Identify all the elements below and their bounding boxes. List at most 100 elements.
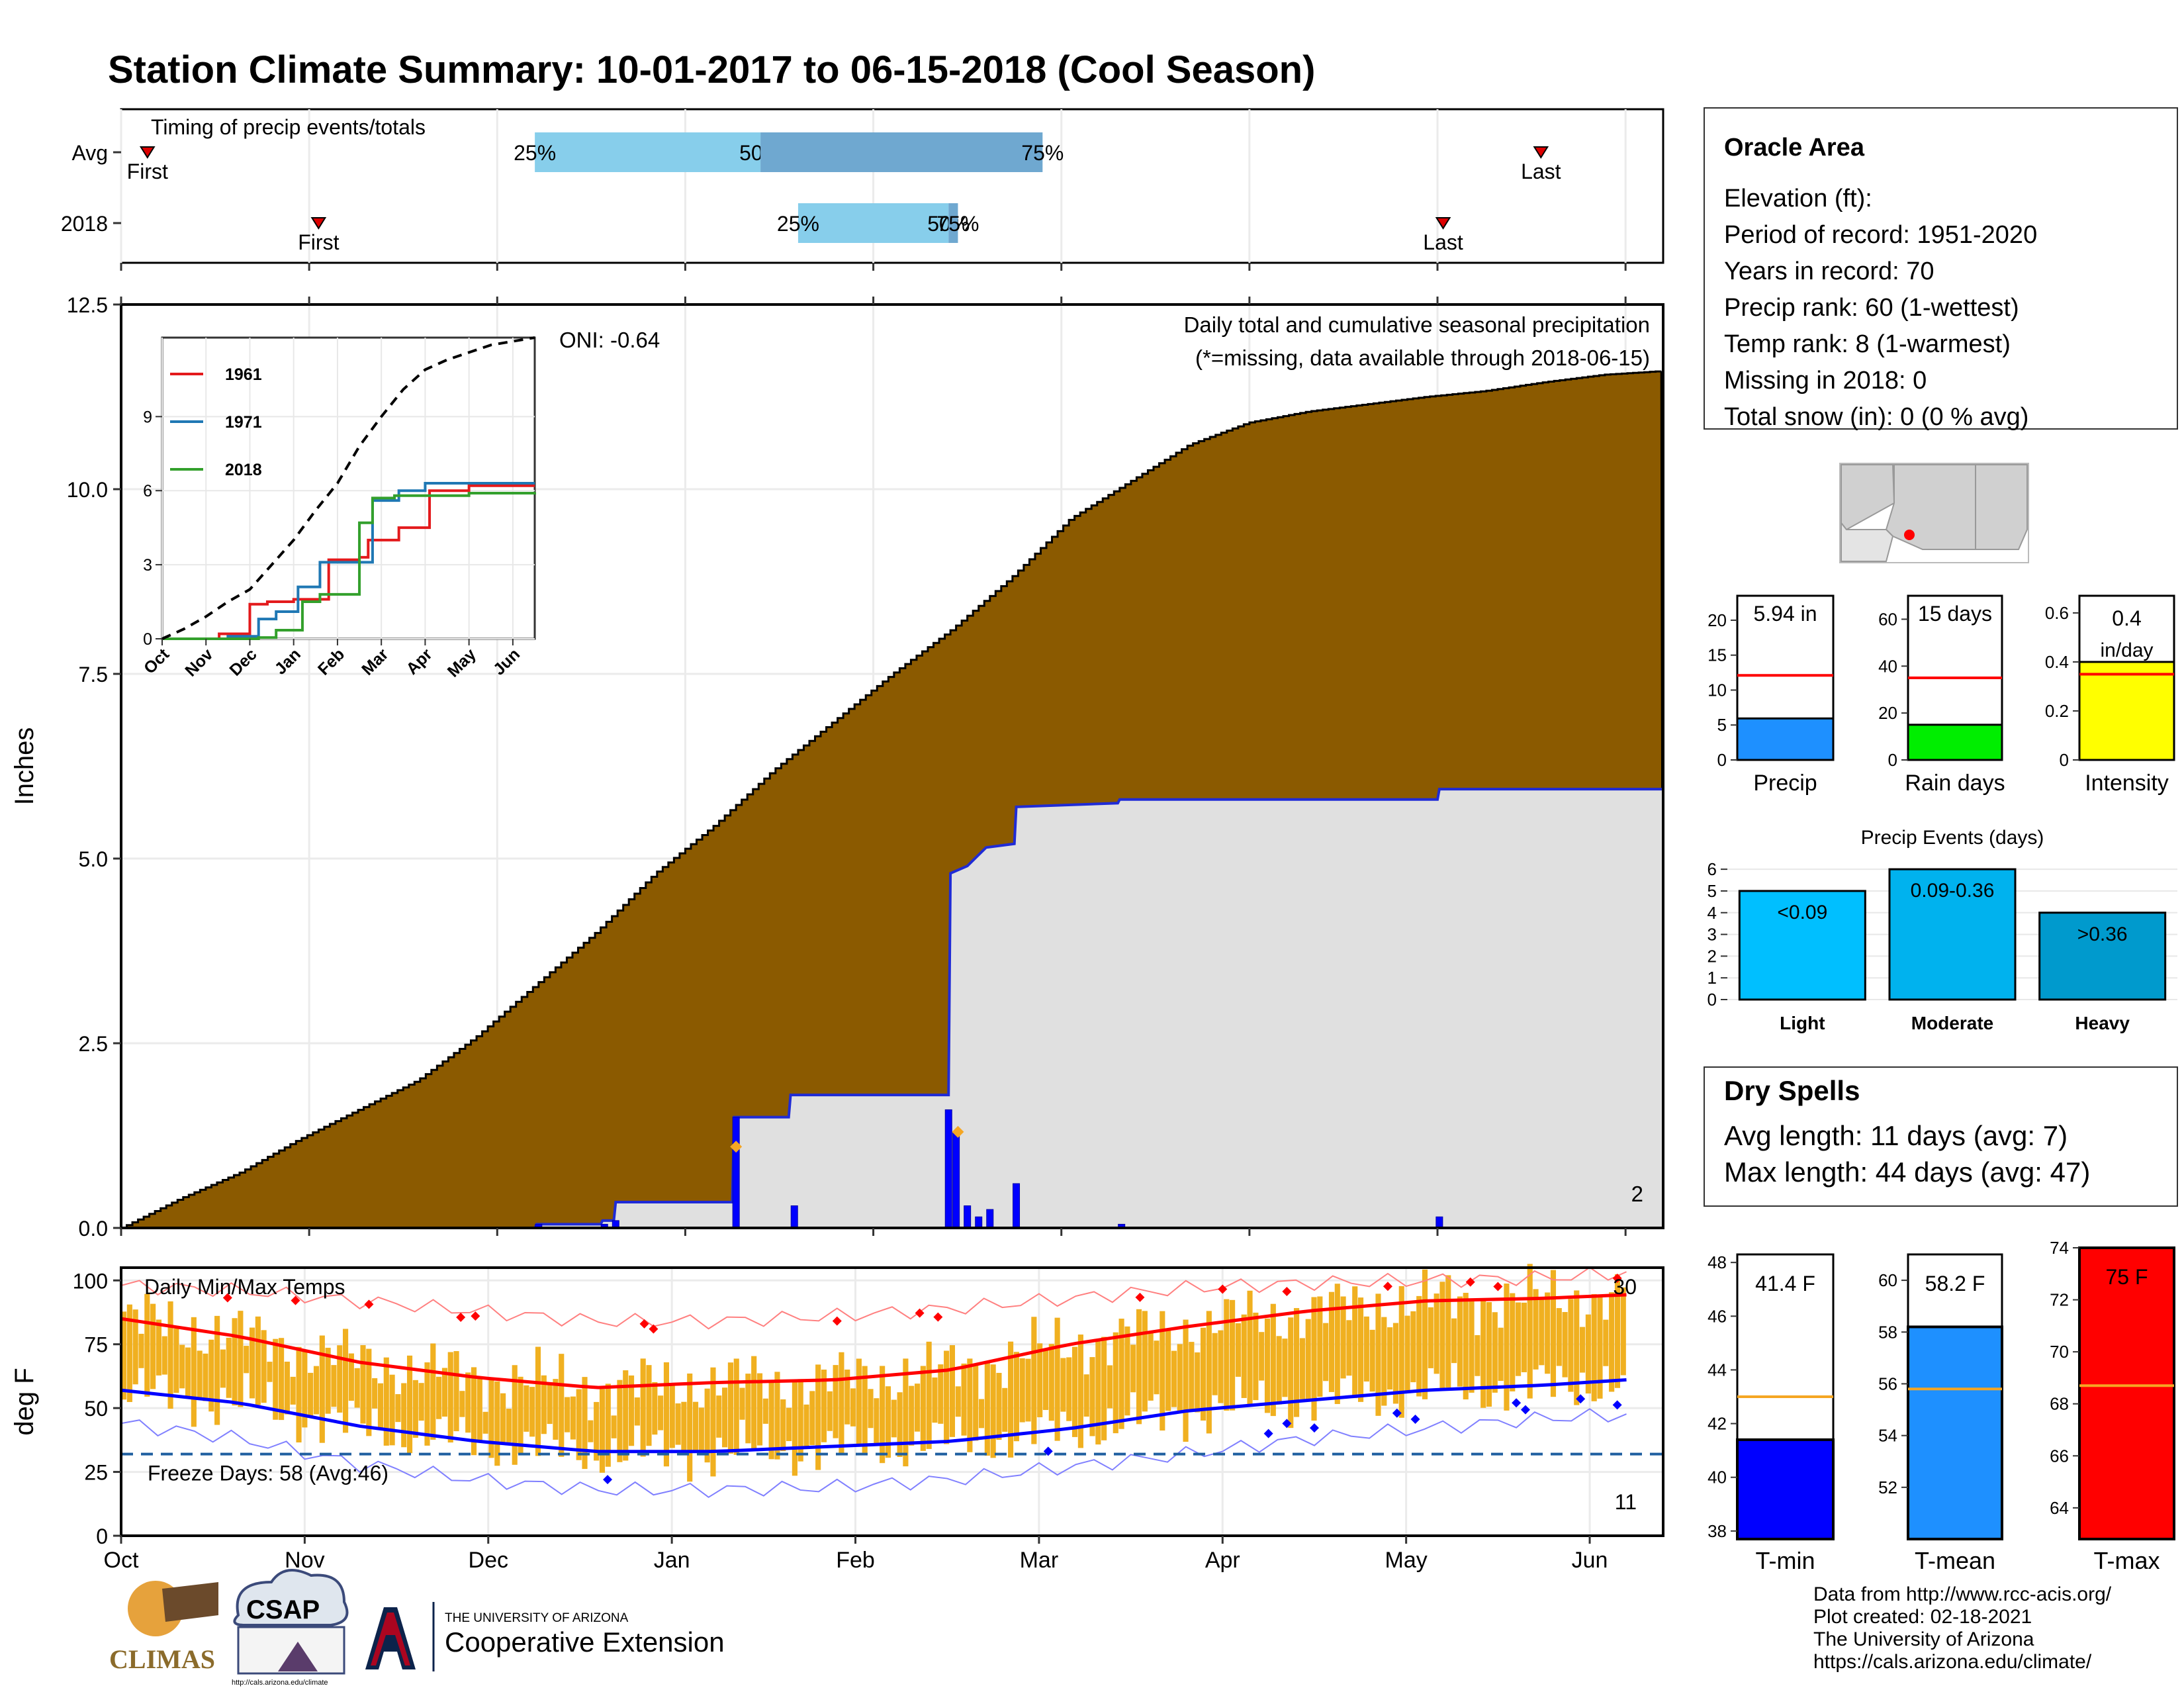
station-line: Total snow (in): 0 (0 % avg)	[1724, 403, 2028, 431]
daily-temp-bar	[1294, 1308, 1300, 1417]
temp-bar-tick: 40	[1707, 1468, 1727, 1487]
daily-temp-bar	[967, 1358, 973, 1452]
daily-temp-bar	[815, 1364, 821, 1470]
quartile-bar	[948, 203, 958, 243]
daily-temp-bar	[1392, 1323, 1399, 1404]
event-marker	[310, 217, 327, 230]
mini-bar-tick: 60	[1878, 609, 1897, 629]
mini-bar-tick: 0	[1888, 750, 1897, 770]
daily-temp-bar	[1148, 1331, 1154, 1401]
daily-temp-bar	[1089, 1357, 1095, 1436]
x-tick-label: May	[1385, 1548, 1428, 1573]
record-high-marker	[1218, 1284, 1228, 1294]
daily-temp-bar	[751, 1356, 757, 1450]
daily-temp-bar	[179, 1344, 185, 1389]
daily-temp-bar	[1095, 1340, 1101, 1445]
inset-series-line	[162, 482, 535, 640]
daily-temp-bar	[308, 1372, 314, 1418]
daily-precip-bar	[944, 1109, 952, 1229]
daily-temp-bar	[821, 1369, 827, 1442]
daily-temp-bar	[1259, 1332, 1265, 1381]
daily-temp-bar	[1037, 1343, 1043, 1417]
daily-temp-bar	[938, 1364, 944, 1424]
daily-temp-bar	[868, 1389, 874, 1429]
daily-temp-bar	[891, 1399, 897, 1438]
legend-label: 1961	[225, 365, 262, 384]
station-location-dot	[1904, 530, 1915, 540]
daily-temp-bar	[1614, 1274, 1621, 1388]
daily-temp-bar	[1264, 1318, 1271, 1413]
daily-temp-bar	[203, 1353, 208, 1401]
daily-temp-bar	[727, 1362, 733, 1454]
daily-temp-bar	[827, 1391, 833, 1431]
daily-temp-bar	[1475, 1335, 1480, 1376]
daily-temp-bar	[220, 1349, 226, 1388]
daily-temp-bar	[955, 1386, 961, 1417]
daily-temp-bar	[640, 1358, 646, 1457]
mini-bar-tick: 0	[2060, 750, 2069, 770]
daily-temp-bar	[1486, 1302, 1492, 1407]
inset-series-line	[162, 491, 536, 640]
x-tick-label: Nov	[285, 1548, 324, 1573]
daily-precip-bar	[952, 1131, 960, 1229]
daily-temp-bar	[395, 1394, 401, 1423]
daily-temp-bar	[885, 1386, 891, 1458]
footer-line: Plot created: 02-18-2021	[1813, 1606, 2032, 1628]
daily-temp-bar	[710, 1367, 716, 1477]
daily-temp-bar	[961, 1363, 967, 1436]
cumulative-2018-area	[121, 789, 1663, 1228]
daily-temp-bar	[1130, 1344, 1136, 1393]
daily-temp-bar	[331, 1365, 337, 1407]
daily-temp-bar	[1066, 1357, 1072, 1421]
station-line: Period of record: 1951-2020	[1724, 221, 2037, 249]
record-high-marker	[222, 1293, 232, 1303]
daily-temp-bar	[698, 1407, 704, 1454]
events-title: Precip Events (days)	[1861, 827, 2044, 849]
daily-temp-bar	[226, 1337, 232, 1398]
daily-temp-bar	[704, 1388, 710, 1463]
x-tick-label: Jun	[1572, 1548, 1608, 1573]
record-high-marker	[1135, 1292, 1145, 1302]
daily-temp-bar	[1025, 1358, 1031, 1422]
daily-temp-bar	[1195, 1352, 1201, 1413]
mini-bar-tick: 20	[1878, 703, 1897, 723]
daily-temp-bar	[914, 1383, 921, 1432]
quartile-bar	[535, 132, 761, 172]
daily-temp-bar	[214, 1315, 220, 1425]
daily-temp-bar	[658, 1395, 664, 1430]
quartile-label: 75%	[1021, 141, 1064, 165]
daily-temp-bar	[669, 1385, 675, 1448]
inset-series-line	[162, 484, 535, 640]
station-line: Years in record: 70	[1724, 258, 1934, 285]
daily-temp-bar	[150, 1303, 156, 1389]
daily-temp-bar	[1270, 1303, 1276, 1417]
daily-temp-bar	[126, 1304, 132, 1402]
daily-temp-bar	[1457, 1296, 1463, 1387]
record-low-marker	[1520, 1405, 1530, 1415]
dry-spells-line: Max length: 44 days (avg: 47)	[1724, 1156, 2090, 1188]
daily-temp-bar	[599, 1389, 606, 1473]
daily-temp-bar	[634, 1397, 640, 1426]
daily-temp-bar	[903, 1358, 909, 1467]
daily-temp-bar	[617, 1380, 623, 1462]
daily-temp-bar	[1369, 1329, 1375, 1392]
plot-frame	[120, 1266, 1664, 1537]
temp-bar-label: T-mean	[1915, 1547, 1995, 1574]
quartile-label: 25%	[514, 141, 556, 165]
daily-temp-bar	[1539, 1299, 1545, 1366]
daily-temp-bar	[576, 1389, 582, 1460]
mini-bar-label: Precip	[1753, 771, 1817, 796]
record-high-marker	[1282, 1287, 1292, 1297]
daily-temp-bar	[559, 1354, 565, 1457]
event-bar	[2038, 912, 2167, 1001]
footer-line: The University of Arizona	[1813, 1628, 2034, 1650]
daily-temp-bar	[1060, 1358, 1066, 1412]
daily-temp-bar	[512, 1365, 518, 1465]
record-low-marker	[1392, 1408, 1402, 1418]
daily-temp-bar	[1340, 1296, 1346, 1379]
record-low-marker	[1263, 1429, 1273, 1438]
daily-temp-bar	[1410, 1311, 1416, 1383]
daily-temp-bar	[138, 1333, 144, 1368]
daily-temp-bar	[856, 1358, 862, 1445]
x-tick-label: Apr	[1205, 1548, 1240, 1573]
